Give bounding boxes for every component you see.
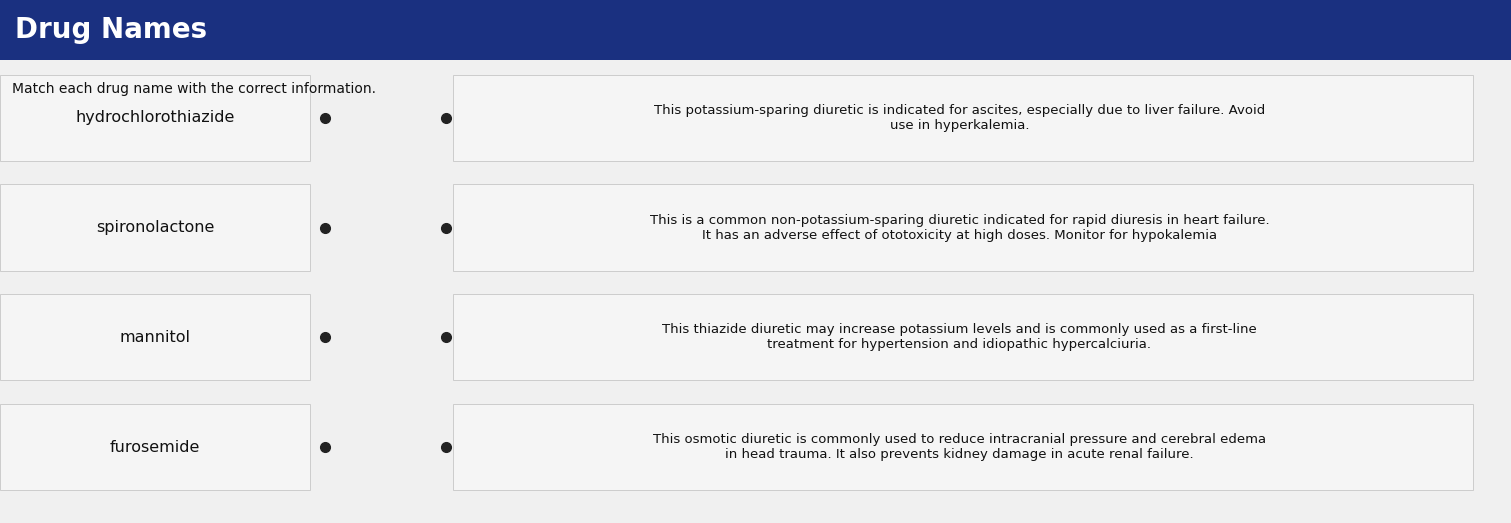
Text: Match each drug name with the correct information.: Match each drug name with the correct in… xyxy=(12,82,376,96)
Text: hydrochlorothiazide: hydrochlorothiazide xyxy=(76,110,234,125)
FancyBboxPatch shape xyxy=(453,404,1473,491)
FancyBboxPatch shape xyxy=(453,294,1473,381)
FancyBboxPatch shape xyxy=(0,404,310,491)
Text: This is a common non-potassium-sparing diuretic indicated for rapid diuresis in : This is a common non-potassium-sparing d… xyxy=(650,213,1269,242)
FancyBboxPatch shape xyxy=(0,0,1511,60)
Text: This potassium-sparing diuretic is indicated for ascites, especially due to live: This potassium-sparing diuretic is indic… xyxy=(654,104,1265,132)
FancyBboxPatch shape xyxy=(453,74,1473,161)
Text: furosemide: furosemide xyxy=(110,440,199,454)
Text: spironolactone: spironolactone xyxy=(95,220,215,235)
FancyBboxPatch shape xyxy=(453,185,1473,271)
FancyBboxPatch shape xyxy=(0,294,310,381)
Text: This osmotic diuretic is commonly used to reduce intracranial pressure and cereb: This osmotic diuretic is commonly used t… xyxy=(653,433,1266,461)
Text: This thiazide diuretic may increase potassium levels and is commonly used as a f: This thiazide diuretic may increase pota… xyxy=(662,323,1257,351)
FancyBboxPatch shape xyxy=(0,185,310,271)
Text: mannitol: mannitol xyxy=(119,330,190,345)
FancyBboxPatch shape xyxy=(0,74,310,161)
Text: Drug Names: Drug Names xyxy=(15,16,207,44)
